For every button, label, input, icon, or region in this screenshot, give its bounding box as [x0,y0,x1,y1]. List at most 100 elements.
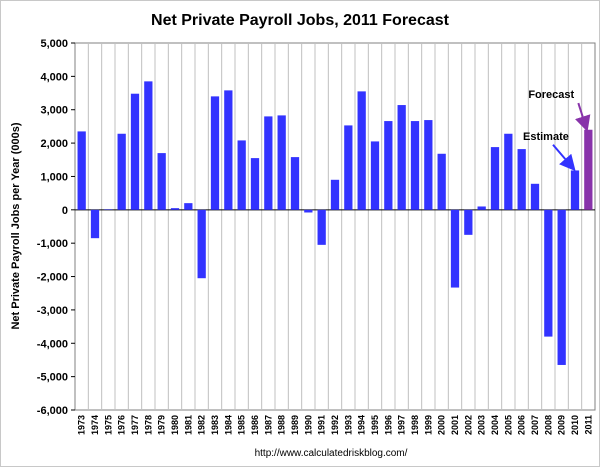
x-tick-label: 1988 [277,415,287,435]
y-axis-label: Net Private Payroll Jobs per Year (000s) [10,122,22,329]
bar [317,209,326,245]
x-tick-label: 1993 [343,415,353,435]
y-tick-label: 4,000 [40,71,68,83]
x-tick-label: 1990 [303,415,313,435]
bar [584,129,593,210]
bar [370,141,380,210]
x-tick-label: 2005 [503,415,513,435]
y-tick-label: -6,000 [37,405,68,417]
x-tick-label: 1996 [383,415,393,435]
bar [570,170,580,210]
annotation-arrow [575,102,591,132]
x-tick-label: 2003 [477,415,487,435]
x-tick-label: 2002 [463,415,473,435]
bar [290,157,300,210]
bar [104,209,113,210]
bar [464,209,473,235]
x-tick-label: 1985 [237,415,247,435]
bar [450,209,460,288]
x-tick-label: 2009 [557,415,567,435]
bar [344,125,353,210]
x-tick-label: 1984 [223,415,233,435]
y-tick-label: -4,000 [37,338,68,350]
x-tick-label: 1992 [330,415,340,435]
bar [304,209,313,213]
y-tick-label: -2,000 [37,272,68,284]
bar [397,105,406,210]
bar [504,133,513,210]
x-tick-label: 2001 [450,415,460,435]
annotation-label: Forecast [528,89,574,101]
bar [130,93,140,210]
bar [250,158,260,210]
y-tick-label: -1,000 [37,238,68,250]
bar [357,91,366,210]
bar [184,203,193,210]
x-tick-label: 2011 [583,415,593,435]
bar [210,96,220,210]
bar [477,206,486,210]
x-tick-label: 2006 [517,415,527,435]
x-tick-label: 1977 [130,415,140,435]
annotation-label: Estimate [523,131,569,143]
x-tick-label: 1974 [90,415,100,435]
bar [490,147,500,210]
bar [237,140,246,210]
x-tick-label: 1989 [290,415,300,435]
bar [330,179,340,210]
x-tick-label: 1997 [397,415,407,435]
bar [157,153,166,210]
bar [517,149,526,210]
x-tick-label: 1978 [143,415,153,435]
annotation-arrow [552,144,576,172]
bar [197,209,206,279]
x-tick-label: 1982 [197,415,207,435]
x-tick-label: 1979 [157,415,167,435]
x-tick-label: 1986 [250,415,260,435]
x-tick-label: 1983 [210,415,220,435]
y-tick-label: -5,000 [37,372,68,384]
x-tick-label: 2008 [543,415,553,435]
bar [410,121,420,210]
y-tick-label: -3,000 [37,305,68,317]
bar [264,116,273,210]
bar [277,115,286,210]
x-tick-label: 1995 [370,415,380,435]
x-tick-label: 1999 [423,415,433,435]
x-tick-label: 1991 [317,415,327,435]
x-tick-label: 1980 [170,415,180,435]
x-tick-label: 2007 [530,415,540,435]
x-tick-label: 1981 [183,415,193,435]
x-tick-label: 2004 [490,415,500,435]
bar [384,121,393,210]
plot-area [74,42,596,411]
bar [437,153,446,210]
bar [77,131,86,210]
x-tick-label: 2000 [437,415,447,435]
chart-title: Net Private Payroll Jobs, 2011 Forecast [151,12,450,29]
bar [144,81,153,210]
x-tick-label: 2010 [570,415,580,435]
bar [117,133,126,210]
x-tick-label: 1973 [77,415,87,435]
bar [544,209,553,337]
bar [224,90,233,210]
bar [530,183,540,210]
y-tick-label: 2,000 [40,138,68,150]
bar [170,208,180,210]
source-url: http://www.calculatedriskblog.com/ [255,448,408,459]
x-tick-label: 1976 [117,415,127,435]
bar [424,120,433,210]
x-tick-label: 1975 [103,415,113,435]
x-tick-label: 1998 [410,415,420,435]
y-tick-label: 0 [62,205,68,217]
bar [557,209,566,365]
y-tick-label: 5,000 [40,38,68,50]
y-tick-label: 3,000 [40,105,68,117]
x-tick-label: 1987 [263,415,273,435]
bar [90,209,100,239]
y-tick-label: 1,000 [40,171,68,183]
x-tick-label: 1994 [357,415,367,435]
